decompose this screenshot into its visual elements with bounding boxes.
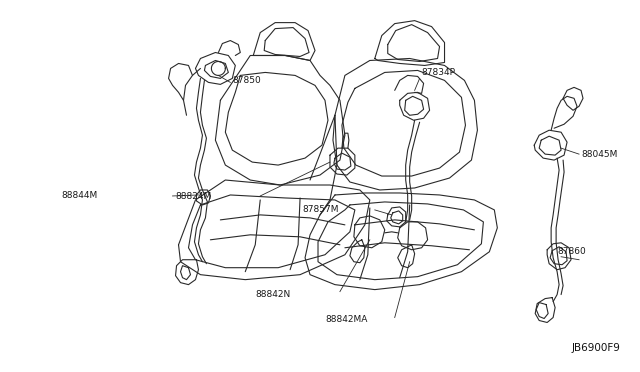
Text: 88844M: 88844M — [61, 192, 97, 201]
Text: 87850: 87850 — [232, 76, 261, 85]
Text: 88045M: 88045M — [581, 150, 618, 158]
Text: 87834P: 87834P — [422, 68, 456, 77]
Text: 87860: 87860 — [557, 247, 586, 256]
Text: 88842N: 88842N — [255, 290, 291, 299]
Text: 88842MA: 88842MA — [325, 315, 367, 324]
Text: 88824M: 88824M — [175, 192, 212, 202]
Text: JB6900F9: JB6900F9 — [572, 343, 621, 353]
Text: 87857M: 87857M — [302, 205, 339, 214]
